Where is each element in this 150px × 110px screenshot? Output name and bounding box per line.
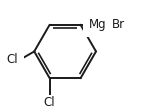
Text: Cl: Cl (6, 53, 18, 66)
Text: Cl: Cl (44, 96, 56, 109)
Text: Mg: Mg (89, 18, 107, 31)
Text: Br: Br (111, 18, 124, 31)
